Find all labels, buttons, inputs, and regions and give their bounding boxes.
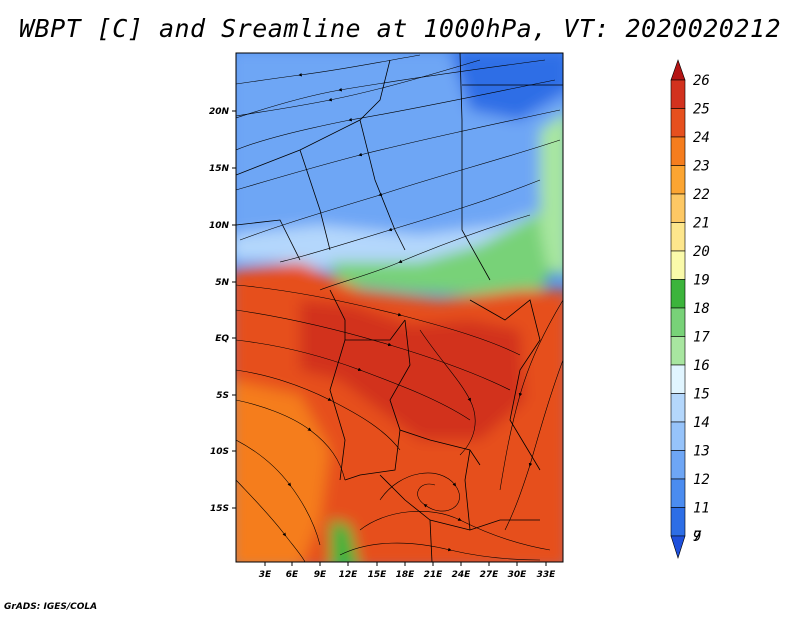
svg-text:5S: 5S xyxy=(216,391,229,401)
lat-tick: EQ xyxy=(215,334,236,344)
colorbar-bin xyxy=(670,336,686,366)
streamlines xyxy=(236,54,563,562)
lon-tick: 6E xyxy=(286,562,299,580)
colorbar-label: 15 xyxy=(693,387,710,403)
colorbar-label: 12 xyxy=(693,472,710,488)
lon-tick: 30E xyxy=(508,562,528,580)
svg-text:15N: 15N xyxy=(209,164,230,174)
colorbar-label: 25 xyxy=(693,102,710,118)
colorbar-bin xyxy=(670,478,686,508)
colorbar-label: 16 xyxy=(693,358,710,374)
svg-text:15S: 15S xyxy=(210,504,229,514)
region-east-highland-green xyxy=(540,114,563,277)
map-frame xyxy=(235,52,564,563)
svg-text:12E: 12E xyxy=(339,570,359,580)
lon-tick: 9E xyxy=(314,562,327,580)
colorbar-label: 11 xyxy=(693,501,710,517)
colorbar-label: 21 xyxy=(693,216,710,232)
lat-tick: 5S xyxy=(216,391,236,401)
colorbar-label: 19 xyxy=(693,273,710,289)
colorbar-label: 20 xyxy=(693,244,710,260)
colorbar-bin xyxy=(670,222,686,252)
grads-credit: GrADS: IGES/COLA xyxy=(4,602,98,612)
colorbar-bin xyxy=(670,193,686,223)
colorbar-bin xyxy=(670,450,686,480)
colorbar-bin xyxy=(670,79,686,109)
svg-text:6E: 6E xyxy=(286,570,299,580)
colorbar-label: 18 xyxy=(693,301,710,317)
lat-tick: 10S xyxy=(210,447,236,457)
svg-text:24E: 24E xyxy=(452,570,472,580)
svg-text:EQ: EQ xyxy=(215,334,229,344)
svg-text:30E: 30E xyxy=(508,570,528,580)
svg-text:10N: 10N xyxy=(209,221,230,231)
svg-text:5N: 5N xyxy=(215,278,229,288)
lon-tick: 3E xyxy=(259,562,272,580)
latitude-axis: 20N 15N 10N 5N EQ 5S 10S 15S xyxy=(209,107,236,514)
lat-tick: 10N xyxy=(209,221,236,231)
longitude-axis: 3E 6E 9E 12E 15E 18E 21E 24E 27E 30E 33E xyxy=(259,562,556,580)
region-transition-green xyxy=(330,210,560,295)
svg-text:33E: 33E xyxy=(537,570,557,580)
colorbar-bin xyxy=(670,364,686,394)
lat-tick: 15S xyxy=(210,504,236,514)
svg-text:18E: 18E xyxy=(396,570,416,580)
colorbar-bin xyxy=(670,507,686,537)
colorbar-top-arrow xyxy=(670,59,686,81)
country-borders xyxy=(236,53,563,562)
colorbar-bin xyxy=(670,136,686,166)
wbpt-field xyxy=(236,53,563,562)
map-title: WBPT [C] and Sreamline at 1000hPa, VT: 2… xyxy=(18,14,781,43)
colorbar-bin xyxy=(670,108,686,138)
region-southwest-green xyxy=(330,520,359,562)
lon-tick: 33E xyxy=(537,562,557,580)
lat-tick: 20N xyxy=(209,107,236,117)
svg-text:9E: 9E xyxy=(314,570,327,580)
colorbar-label: 14 xyxy=(693,415,710,431)
svg-text:10S: 10S xyxy=(210,447,229,457)
colorbar-label: 23 xyxy=(693,159,710,175)
svg-text:27E: 27E xyxy=(480,570,500,580)
lon-tick: 15E xyxy=(368,562,388,580)
svg-text:15E: 15E xyxy=(368,570,388,580)
region-northeast-cold xyxy=(451,53,563,120)
colorbar-label: 7 xyxy=(693,529,702,545)
colorbar: 26 25 24 23 22 21 20 19 18 17 16 15 14 13 12 11 97 xyxy=(670,59,710,559)
lat-tick: 15N xyxy=(209,164,236,174)
colorbar-label: 26 xyxy=(693,73,710,89)
lon-tick: 24E xyxy=(452,562,472,580)
colorbar-label: 17 xyxy=(693,330,710,346)
colorbar-label: 22 xyxy=(693,187,710,203)
colorbar-label: 9 xyxy=(693,529,701,545)
svg-text:21E: 21E xyxy=(424,570,444,580)
colorbar-bin xyxy=(670,250,686,280)
colorbar-bin xyxy=(670,307,686,337)
svg-text:20N: 20N xyxy=(209,107,230,117)
lat-tick: 5N xyxy=(215,278,236,288)
colorbar-bin xyxy=(670,279,686,309)
colorbar-label: 13 xyxy=(693,444,710,460)
colorbar-bin xyxy=(670,393,686,423)
lon-tick: 27E xyxy=(480,562,500,580)
colorbar-label: 24 xyxy=(693,130,710,146)
lon-tick: 18E xyxy=(396,562,416,580)
colorbar-bin xyxy=(670,165,686,195)
colorbar-bottom-arrow xyxy=(670,535,686,559)
region-coast-warm xyxy=(236,381,330,562)
lon-tick: 12E xyxy=(339,562,359,580)
lon-tick: 21E xyxy=(424,562,444,580)
colorbar-bin xyxy=(670,421,686,451)
svg-text:3E: 3E xyxy=(259,570,272,580)
